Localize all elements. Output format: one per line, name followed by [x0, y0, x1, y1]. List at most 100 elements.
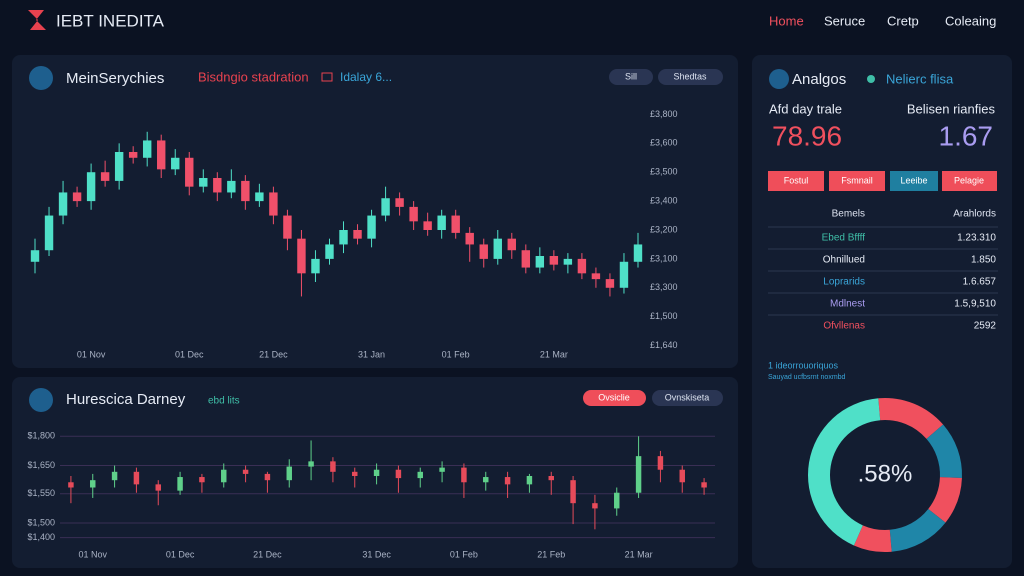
candle-body — [142, 140, 152, 158]
candle-body — [592, 503, 598, 509]
candle-body — [352, 471, 358, 476]
table-cell: Loprarids — [823, 277, 865, 288]
candle-body — [465, 232, 474, 245]
candle-body — [479, 244, 488, 259]
y-tick-label: $1,400 — [27, 532, 55, 542]
candle-body — [90, 480, 96, 488]
candle-body — [199, 178, 208, 187]
candle-body — [177, 477, 183, 491]
candle-body — [330, 461, 336, 472]
candle-body — [439, 467, 445, 472]
logo-icon — [28, 10, 46, 30]
candle-body — [283, 215, 292, 239]
table-cell: 1.23.310 — [957, 233, 996, 244]
button-label: Fostul — [784, 175, 809, 185]
y-tick-label: £1,640 — [650, 340, 678, 350]
candle-body — [353, 230, 362, 239]
candle-body — [591, 273, 601, 280]
panel-icon — [29, 388, 53, 412]
candle-body — [633, 244, 643, 262]
button-label: Ovnskiseta — [665, 392, 710, 402]
candle-body — [30, 250, 40, 262]
candle-body — [241, 180, 250, 202]
candle-body — [395, 469, 402, 479]
candlestick-chart: £3,800 £3,600 £3,500 £3,400 £3,200 £3,100 £3,3… — [30, 109, 678, 359]
candle-body — [227, 180, 236, 193]
candle-body — [381, 198, 390, 216]
candle-body — [548, 476, 554, 481]
button[interactable]: Leeibe — [890, 171, 938, 191]
candle-body — [86, 172, 96, 202]
panel-subtitle: Nelierc flisa — [886, 71, 954, 86]
candle-body — [339, 230, 348, 245]
candle-body — [367, 215, 376, 239]
panel — [12, 55, 738, 368]
nav-item[interactable]: Coleaing — [945, 13, 996, 28]
panel-title: Analgos — [792, 71, 846, 88]
x-tick-label: 01 Feb — [442, 349, 470, 359]
candle-body — [286, 466, 292, 481]
candle-body — [679, 469, 685, 483]
x-tick-label: 21 Dec — [253, 549, 282, 559]
candle-body — [701, 482, 707, 488]
candle-body — [504, 477, 511, 485]
donut-chart — [808, 398, 962, 552]
candle-body — [507, 238, 516, 251]
subtitle-icon — [867, 75, 875, 83]
candle-body — [614, 492, 620, 509]
candle-body — [242, 469, 249, 474]
nav-item[interactable]: Home — [769, 13, 804, 28]
candle-body — [423, 221, 432, 230]
table-cell: Ohnillued — [823, 255, 865, 266]
button[interactable]: Sill — [609, 69, 653, 85]
candle-body — [451, 215, 460, 233]
stat-value: 78.96 — [772, 120, 842, 151]
table-cell: 1.5,9,510 — [954, 299, 996, 310]
candle-body — [171, 157, 180, 170]
button[interactable]: Pelagie — [942, 171, 997, 191]
donut-segment — [878, 398, 944, 439]
candle-body — [417, 471, 423, 479]
x-tick-label: 21 Mar — [625, 549, 653, 559]
candle-body — [437, 215, 446, 230]
panel-icon — [769, 69, 789, 89]
button[interactable]: Ovsiclie — [583, 390, 646, 406]
candle-body — [255, 192, 264, 202]
candle-body — [483, 477, 489, 483]
button[interactable]: Shedtas — [658, 69, 723, 85]
table-cell: Ebed Bffff — [822, 233, 866, 244]
table-cell: Mdlnest — [830, 299, 865, 310]
y-tick-label: $1,650 — [27, 460, 55, 470]
candle-body — [114, 152, 124, 181]
candlestick-chart: $1,800 $1,650 $1,550 $1,500 $1,400 01 Nov 01 D… — [27, 431, 715, 559]
candle-body — [577, 258, 587, 274]
stat-label: Belisen rianfies — [907, 101, 996, 116]
y-tick-label: £3,800 — [650, 109, 678, 119]
x-tick-label: 31 Jan — [358, 349, 385, 359]
table-header: Bemels — [832, 209, 865, 220]
button-label: Fsmnail — [841, 175, 873, 185]
panel-tag: ebd lits — [208, 396, 240, 407]
candle-body — [264, 473, 271, 481]
y-tick-label: £3,300 — [650, 282, 678, 292]
candle-body — [297, 238, 306, 274]
candle-body — [635, 456, 642, 493]
candle-body — [308, 461, 314, 467]
candle-body — [269, 192, 278, 216]
x-tick-label: 01 Dec — [166, 549, 195, 559]
nav-item[interactable]: Cretp — [887, 13, 919, 28]
y-tick-label: $1,800 — [27, 431, 55, 441]
button[interactable]: Fostul — [768, 171, 824, 191]
candle-body — [311, 258, 320, 274]
nav-item[interactable]: Seruce — [824, 13, 865, 28]
y-tick-label: £3,200 — [650, 224, 678, 234]
panel-icon — [29, 66, 53, 90]
button-label: Shedtas — [673, 71, 707, 81]
x-tick-label: 21 Dec — [259, 349, 288, 359]
button[interactable]: Fsmnail — [829, 171, 885, 191]
button-label: Pelagie — [954, 175, 984, 185]
x-tick-label: 21 Feb — [537, 549, 565, 559]
candle-body — [44, 215, 54, 251]
button[interactable]: Ovnskiseta — [652, 390, 723, 406]
x-tick-label: 01 Nov — [77, 349, 106, 359]
